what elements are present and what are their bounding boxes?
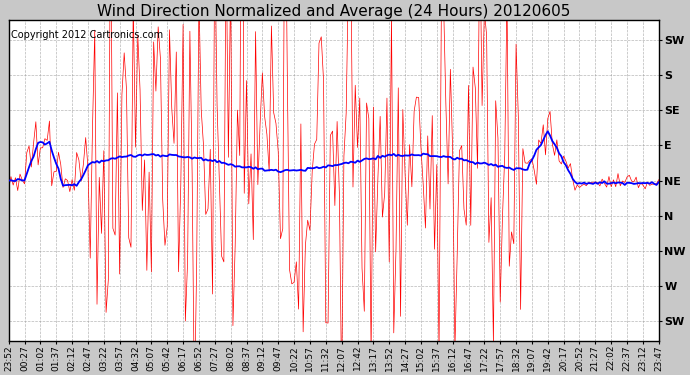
- Title: Wind Direction Normalized and Average (24 Hours) 20120605: Wind Direction Normalized and Average (2…: [97, 4, 571, 19]
- Text: Copyright 2012 Cartronics.com: Copyright 2012 Cartronics.com: [10, 30, 163, 40]
